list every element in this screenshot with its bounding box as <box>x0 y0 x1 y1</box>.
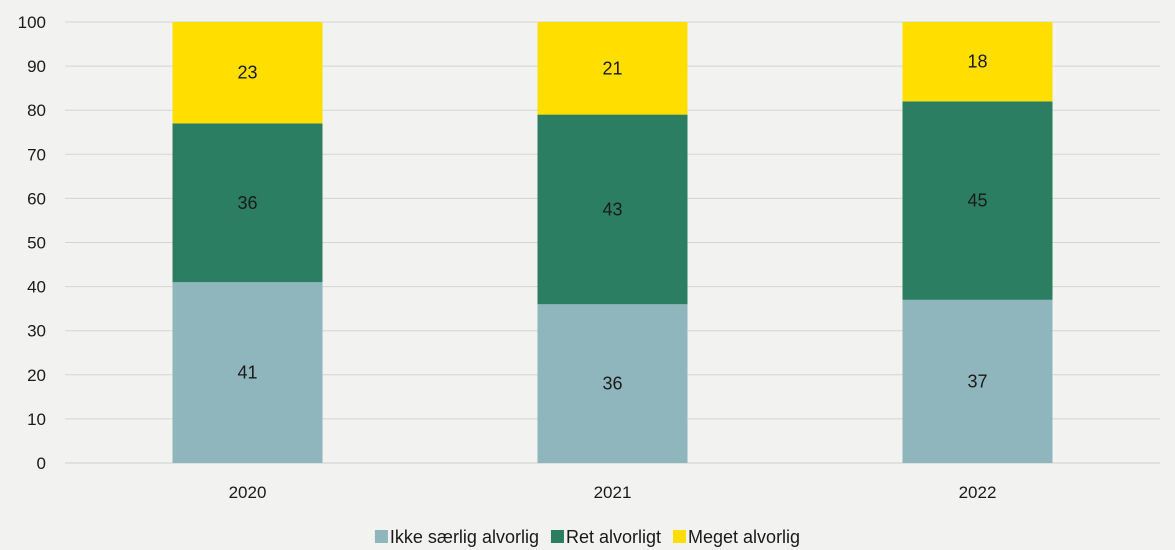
legend-label-1: Ret alvorligt <box>566 527 661 547</box>
legend-label-2: Meget alvorlig <box>688 527 800 547</box>
legend: Ikke særlig alvorlig Ret alvorligt Meget a… <box>374 527 800 547</box>
data-labels: 41 36 23 36 43 21 37 45 18 <box>237 52 987 394</box>
bar-2022-series-2 <box>902 22 1053 102</box>
y-tick-label-20: 20 <box>27 366 46 385</box>
bar-2022-series-0 <box>902 299 1053 463</box>
x-tick-label-2021: 2021 <box>594 483 632 502</box>
bar-2020-series-0 <box>172 282 323 463</box>
data-label-2020-series-0: 41 <box>237 363 257 383</box>
y-tick-label-0: 0 <box>37 454 46 473</box>
bar-2020-series-1 <box>172 123 323 283</box>
legend-label-0: Ikke særlig alvorlig <box>390 527 539 547</box>
data-label-2022-series-0: 37 <box>967 371 987 391</box>
legend-swatch-2 <box>673 530 687 543</box>
y-tick-label-70: 70 <box>27 145 46 164</box>
y-tick-label-50: 50 <box>27 234 46 253</box>
bar-2021-series-1 <box>537 114 688 305</box>
x-tick-label-2020: 2020 <box>229 483 267 502</box>
legend-item-2: Meget alvorlig <box>673 527 800 547</box>
y-tick-label-10: 10 <box>27 410 46 429</box>
data-label-2021-series-1: 43 <box>602 199 622 219</box>
data-label-2020-series-2: 23 <box>237 63 257 83</box>
x-axis-ticks: 2020 2021 2022 <box>229 483 997 502</box>
y-axis-ticks: 0 10 20 30 40 50 60 70 80 90 100 <box>18 13 46 473</box>
y-tick-label-80: 80 <box>27 101 46 120</box>
legend-item-1: Ret alvorligt <box>550 527 661 547</box>
data-label-2020-series-1: 36 <box>237 193 257 213</box>
data-label-2021-series-2: 21 <box>602 58 622 78</box>
data-label-2021-series-0: 36 <box>602 374 622 394</box>
bar-2021-series-0 <box>537 304 688 463</box>
bar-2020-series-2 <box>172 22 323 124</box>
y-tick-label-40: 40 <box>27 278 46 297</box>
bar-2022-series-1 <box>902 101 1053 300</box>
bars <box>172 22 1053 463</box>
x-tick-label-2022: 2022 <box>959 483 997 502</box>
y-tick-label-100: 100 <box>18 13 46 32</box>
bar-2021-series-2 <box>537 22 688 115</box>
y-tick-label-60: 60 <box>27 189 46 208</box>
legend-swatch-1 <box>550 530 564 543</box>
data-label-2022-series-2: 18 <box>967 52 987 72</box>
y-tick-label-90: 90 <box>27 57 46 76</box>
legend-item-0: Ikke særlig alvorlig <box>374 527 539 547</box>
y-tick-label-30: 30 <box>27 322 46 341</box>
legend-swatch-0 <box>374 530 388 543</box>
data-label-2022-series-1: 45 <box>967 191 987 211</box>
